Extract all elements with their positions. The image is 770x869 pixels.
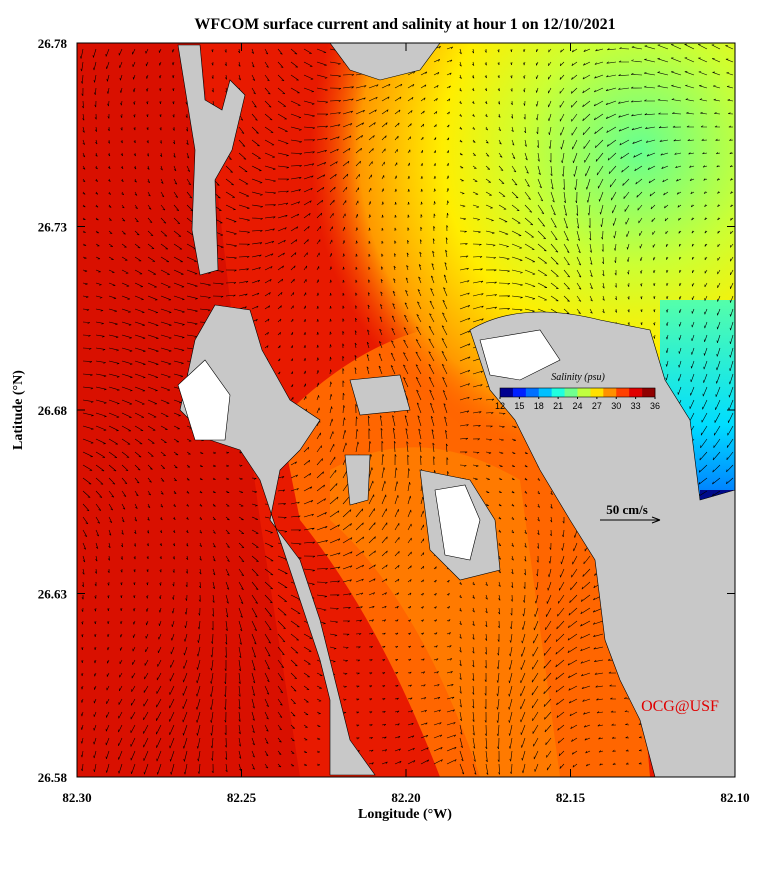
islet [349,374,411,416]
colorbar-cell [629,388,643,397]
land [177,43,735,777]
white-patch [177,359,231,441]
x-tick-label: 82.25 [227,790,257,805]
colorbar-cell [551,388,565,397]
x-tick-label: 82.10 [720,790,749,805]
y-axis-label: Latitude (°N) [11,370,26,450]
land-north [329,43,441,81]
colorbar-tick-label: 24 [572,401,582,411]
colorbar-cell [564,388,578,397]
x-tick-label: 82.30 [62,790,91,805]
colorbar-cell [577,388,591,397]
white-patch-3 [479,329,561,381]
island-central [179,304,376,776]
scale-arrow-label: 50 cm/s [606,502,648,517]
plot-area [77,43,735,777]
y-tick-label: 26.78 [38,36,68,51]
y-tick-label: 26.73 [38,220,68,235]
colorbar-cell [642,388,656,397]
colorbar-cell [512,388,527,397]
colorbar-cell [538,388,552,397]
colorbar-cell [525,388,540,397]
colorbar-tick-label: 15 [514,401,524,411]
title: WFCOM surface current and salinity at ho… [194,16,615,33]
credit: OCG@USF [641,698,719,715]
white-patch-2 [434,484,481,561]
x-axis-label: Longitude (°W) [358,807,452,822]
colorbar-tick-label: 12 [495,401,505,411]
y-tick-label: 26.63 [38,587,68,602]
colorbar-tick-label: 30 [611,401,621,411]
colorbar-tick-label: 36 [650,401,660,411]
colorbar-tick-label: 18 [534,401,544,411]
colorbar-cell [616,388,630,397]
scale-arrow-head [651,516,661,524]
island-north [177,44,246,276]
white-land [177,329,561,561]
colorbar-cell [590,388,604,397]
x-tick-label: 82.15 [556,790,586,805]
y-tick-label: 26.58 [38,770,68,785]
colorbar-title: Salinity (psu) [551,372,605,383]
y-tick-label: 26.68 [38,403,68,418]
colorbar-cell [603,388,617,397]
x-tick-label: 82.20 [391,790,420,805]
colorbar-tick-label: 21 [553,401,563,411]
colorbar-tick-label: 27 [592,401,602,411]
mainland [469,311,735,777]
colorbar-cell [500,388,514,397]
colorbar: Salinity (psu) 12 15 18 21 24 27 30 33 36 [495,372,660,411]
islet-2 [344,454,371,506]
axis-ticks: 82.30 82.25 82.20 82.15 82.10 26.78 26.73 26.68… [38,36,750,805]
colorbar-tick-label: 33 [631,401,641,411]
